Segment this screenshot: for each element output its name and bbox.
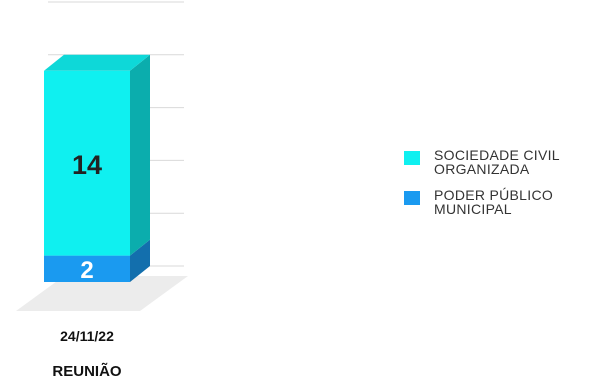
x-tick-label: 24/11/22 bbox=[60, 328, 114, 344]
bar-data-label-sociedade: 14 bbox=[72, 150, 102, 180]
x-axis-title: REUNIÃO bbox=[52, 362, 122, 380]
legend-label-poder-publico: PODER PÚBLICO MUNICIPAL bbox=[434, 188, 553, 216]
legend-label-sociedade-civil-line2: ORGANIZADA bbox=[434, 161, 530, 177]
legend-label-sociedade-civil: SOCIEDADE CIVIL ORGANIZADA bbox=[434, 148, 560, 176]
legend-swatch-sociedade-civil bbox=[404, 151, 420, 165]
chart-legend: SOCIEDADE CIVIL ORGANIZADA PODER PÚBLICO… bbox=[404, 148, 600, 228]
bar-segment-poder-side bbox=[130, 239, 150, 282]
chart-floor bbox=[16, 276, 188, 311]
legend-item-sociedade-civil: SOCIEDADE CIVIL ORGANIZADA bbox=[404, 148, 600, 176]
bar-top-face bbox=[44, 54, 150, 71]
legend-item-poder-publico: PODER PÚBLICO MUNICIPAL bbox=[404, 188, 600, 216]
legend-label-poder-publico-line2: MUNICIPAL bbox=[434, 201, 512, 217]
bar-data-label-poder: 2 bbox=[80, 257, 93, 284]
legend-swatch-poder-publico bbox=[404, 191, 420, 205]
legend-label-sociedade-civil-line1: SOCIEDADE CIVIL bbox=[434, 147, 560, 163]
bar-segment-sociedade-side bbox=[130, 54, 150, 256]
bar-segment-sociedade-front bbox=[44, 70, 130, 256]
bar-segment-poder-front bbox=[44, 255, 130, 282]
legend-label-poder-publico-line1: PODER PÚBLICO bbox=[434, 187, 554, 203]
